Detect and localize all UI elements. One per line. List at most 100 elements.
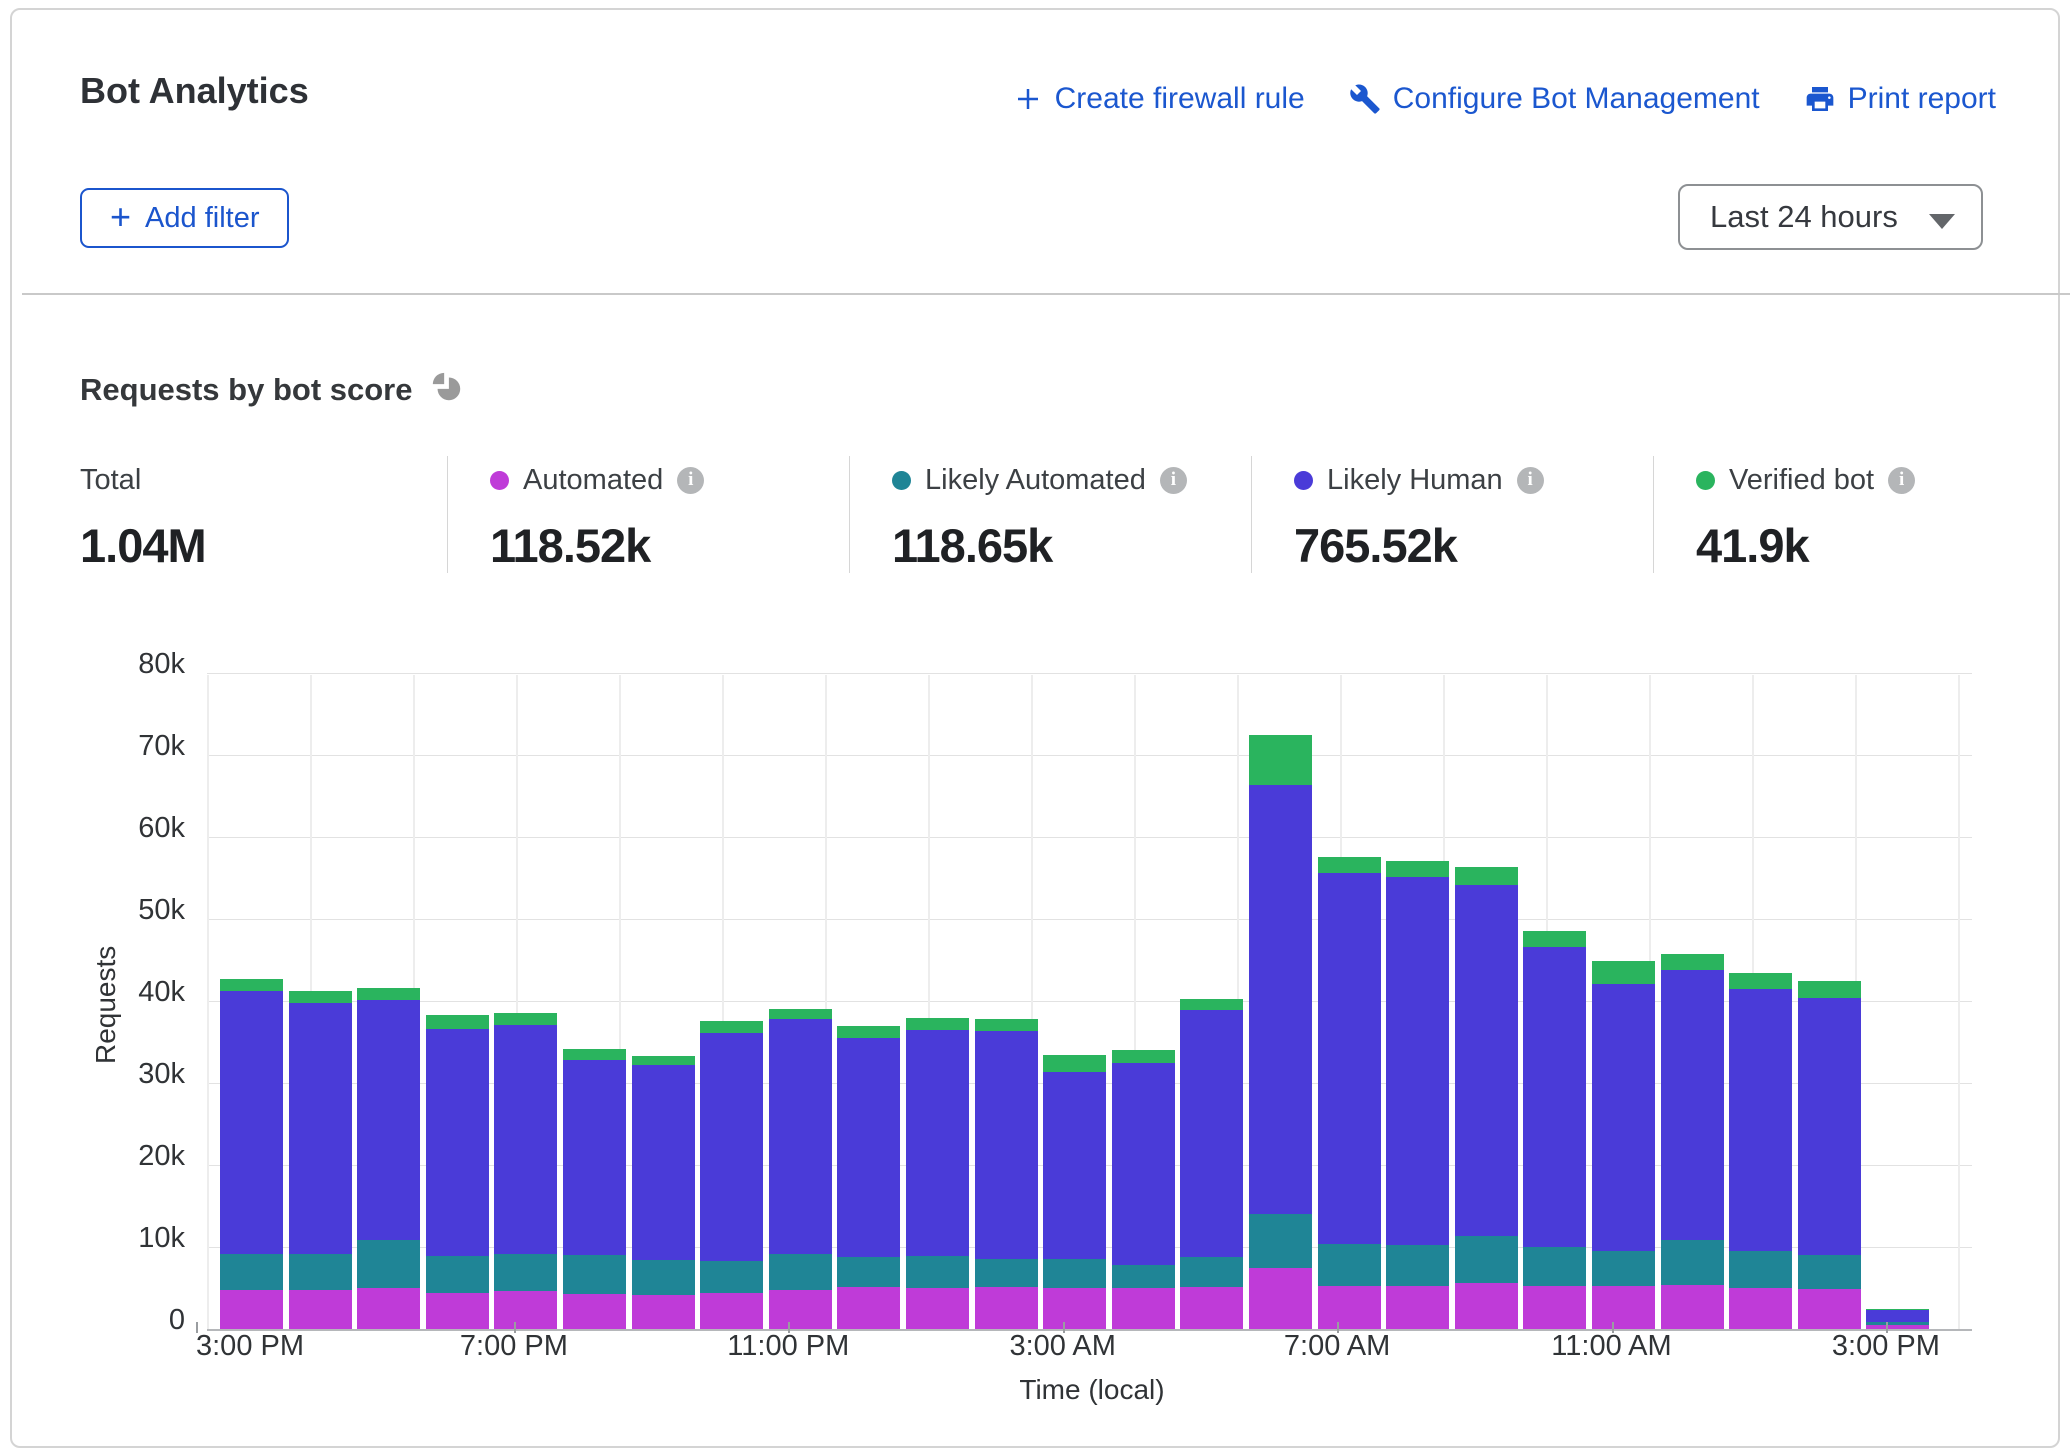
bar-segment (563, 1049, 626, 1060)
stat-verified-bot[interactable]: Verified boti41.9k (1653, 456, 2055, 573)
bar-group[interactable] (1866, 1309, 1929, 1329)
page-title: Bot Analytics (80, 70, 309, 112)
bar-group[interactable] (1318, 857, 1381, 1329)
bar-group[interactable] (1798, 981, 1861, 1329)
bar-segment (1798, 1289, 1861, 1329)
bar-segment (1523, 947, 1586, 1247)
legend-dot (892, 471, 911, 490)
bar-segment (1249, 785, 1312, 1215)
bar-group[interactable] (1386, 861, 1449, 1329)
bar-segment (837, 1038, 900, 1257)
bar-segment (1043, 1288, 1106, 1329)
stat-label: Likely Human (1327, 464, 1503, 497)
bar-segment (220, 1254, 283, 1291)
bar-group[interactable] (357, 988, 420, 1329)
bar-segment (1112, 1063, 1175, 1266)
stat-total-label: Total (80, 464, 141, 497)
stat-total-value: 1.04M (80, 518, 447, 573)
stat-automated[interactable]: Automatedi118.52k (447, 456, 849, 573)
bar-segment (1729, 989, 1792, 1251)
info-icon[interactable]: i (677, 467, 704, 494)
bar-group[interactable] (837, 1026, 900, 1329)
bar-segment (1386, 861, 1449, 877)
section-title: Requests by bot score (80, 372, 412, 408)
bar-group[interactable] (289, 991, 352, 1329)
bar-group[interactable] (563, 1049, 626, 1329)
bar-segment (220, 1290, 283, 1329)
y-axis-tick-label: 0 (75, 1304, 185, 1337)
bar-segment (700, 1293, 763, 1329)
gridline-h (207, 919, 1972, 921)
bar-segment (563, 1255, 626, 1294)
add-filter-button[interactable]: + Add filter (80, 188, 289, 248)
bar-group[interactable] (220, 979, 283, 1329)
gridline-h (207, 673, 1972, 675)
y-axis-tick-label: 80k (75, 648, 185, 681)
bar-group[interactable] (1661, 954, 1724, 1329)
bar-segment (1112, 1265, 1175, 1288)
bar-group[interactable] (426, 1015, 489, 1329)
bar-segment (289, 1003, 352, 1254)
bar-segment (563, 1060, 626, 1255)
bar-group[interactable] (975, 1019, 1038, 1329)
bar-segment (357, 1240, 420, 1288)
create-firewall-rule-link[interactable]: Create firewall rule (1013, 82, 1305, 116)
bar-segment (1455, 867, 1518, 886)
bar-segment (1592, 1286, 1655, 1329)
bar-segment (1661, 1285, 1724, 1329)
time-range-dropdown[interactable]: Last 24 hours (1678, 184, 1983, 250)
bar-segment (1386, 877, 1449, 1245)
stat-value: 118.65k (892, 518, 1251, 573)
bar-segment (769, 1254, 832, 1290)
section-title-row: Requests by bot score (80, 370, 464, 409)
bar-group[interactable] (1729, 973, 1792, 1329)
bar-segment (1661, 970, 1724, 1241)
bar-group[interactable] (494, 1013, 557, 1329)
print-report-link[interactable]: Print report (1804, 82, 1996, 116)
bar-segment (1729, 973, 1792, 989)
y-axis-tick-label: 60k (75, 812, 185, 845)
bar-segment (494, 1291, 557, 1329)
plot-area (207, 675, 1972, 1331)
info-icon[interactable]: i (1888, 467, 1915, 494)
stat-likely-human[interactable]: Likely Humani765.52k (1251, 456, 1653, 573)
gridline-v (1958, 675, 1960, 1329)
stat-label: Likely Automated (925, 464, 1146, 497)
bar-group[interactable] (769, 1009, 832, 1329)
bar-group[interactable] (1523, 931, 1586, 1329)
bar-segment (769, 1009, 832, 1019)
bar-segment (906, 1030, 969, 1256)
bar-group[interactable] (700, 1021, 763, 1329)
add-filter-label: Add filter (145, 202, 259, 235)
bar-segment (357, 1288, 420, 1329)
bar-group[interactable] (1455, 867, 1518, 1329)
bar-segment (494, 1013, 557, 1024)
bar-segment (357, 1000, 420, 1240)
gridline-v (207, 675, 209, 1329)
configure-bot-management-link[interactable]: Configure Bot Management (1349, 82, 1760, 116)
bar-group[interactable] (1592, 961, 1655, 1329)
x-axis-tick-label: 11:00 AM (1551, 1330, 1671, 1363)
bar-segment (837, 1257, 900, 1287)
bar-segment (1043, 1072, 1106, 1260)
bar-segment (700, 1021, 763, 1033)
bar-group[interactable] (1249, 735, 1312, 1329)
info-icon[interactable]: i (1160, 467, 1187, 494)
bar-segment (837, 1287, 900, 1329)
legend-dot (1696, 471, 1715, 490)
bar-group[interactable] (632, 1056, 695, 1329)
bar-group[interactable] (1043, 1055, 1106, 1329)
gridline-h (207, 755, 1972, 757)
bar-segment (1455, 1236, 1518, 1283)
bar-segment (1249, 1268, 1312, 1330)
bar-segment (220, 979, 283, 991)
configure-bot-management-label: Configure Bot Management (1393, 82, 1760, 116)
info-icon[interactable]: i (1517, 467, 1544, 494)
bar-group[interactable] (1180, 999, 1243, 1329)
create-firewall-rule-label: Create firewall rule (1055, 82, 1305, 116)
bar-segment (289, 1254, 352, 1290)
bar-group[interactable] (906, 1018, 969, 1329)
bar-segment (494, 1025, 557, 1254)
stat-likely-automated[interactable]: Likely Automated i 118.65k (849, 456, 1251, 573)
bar-group[interactable] (1112, 1050, 1175, 1329)
